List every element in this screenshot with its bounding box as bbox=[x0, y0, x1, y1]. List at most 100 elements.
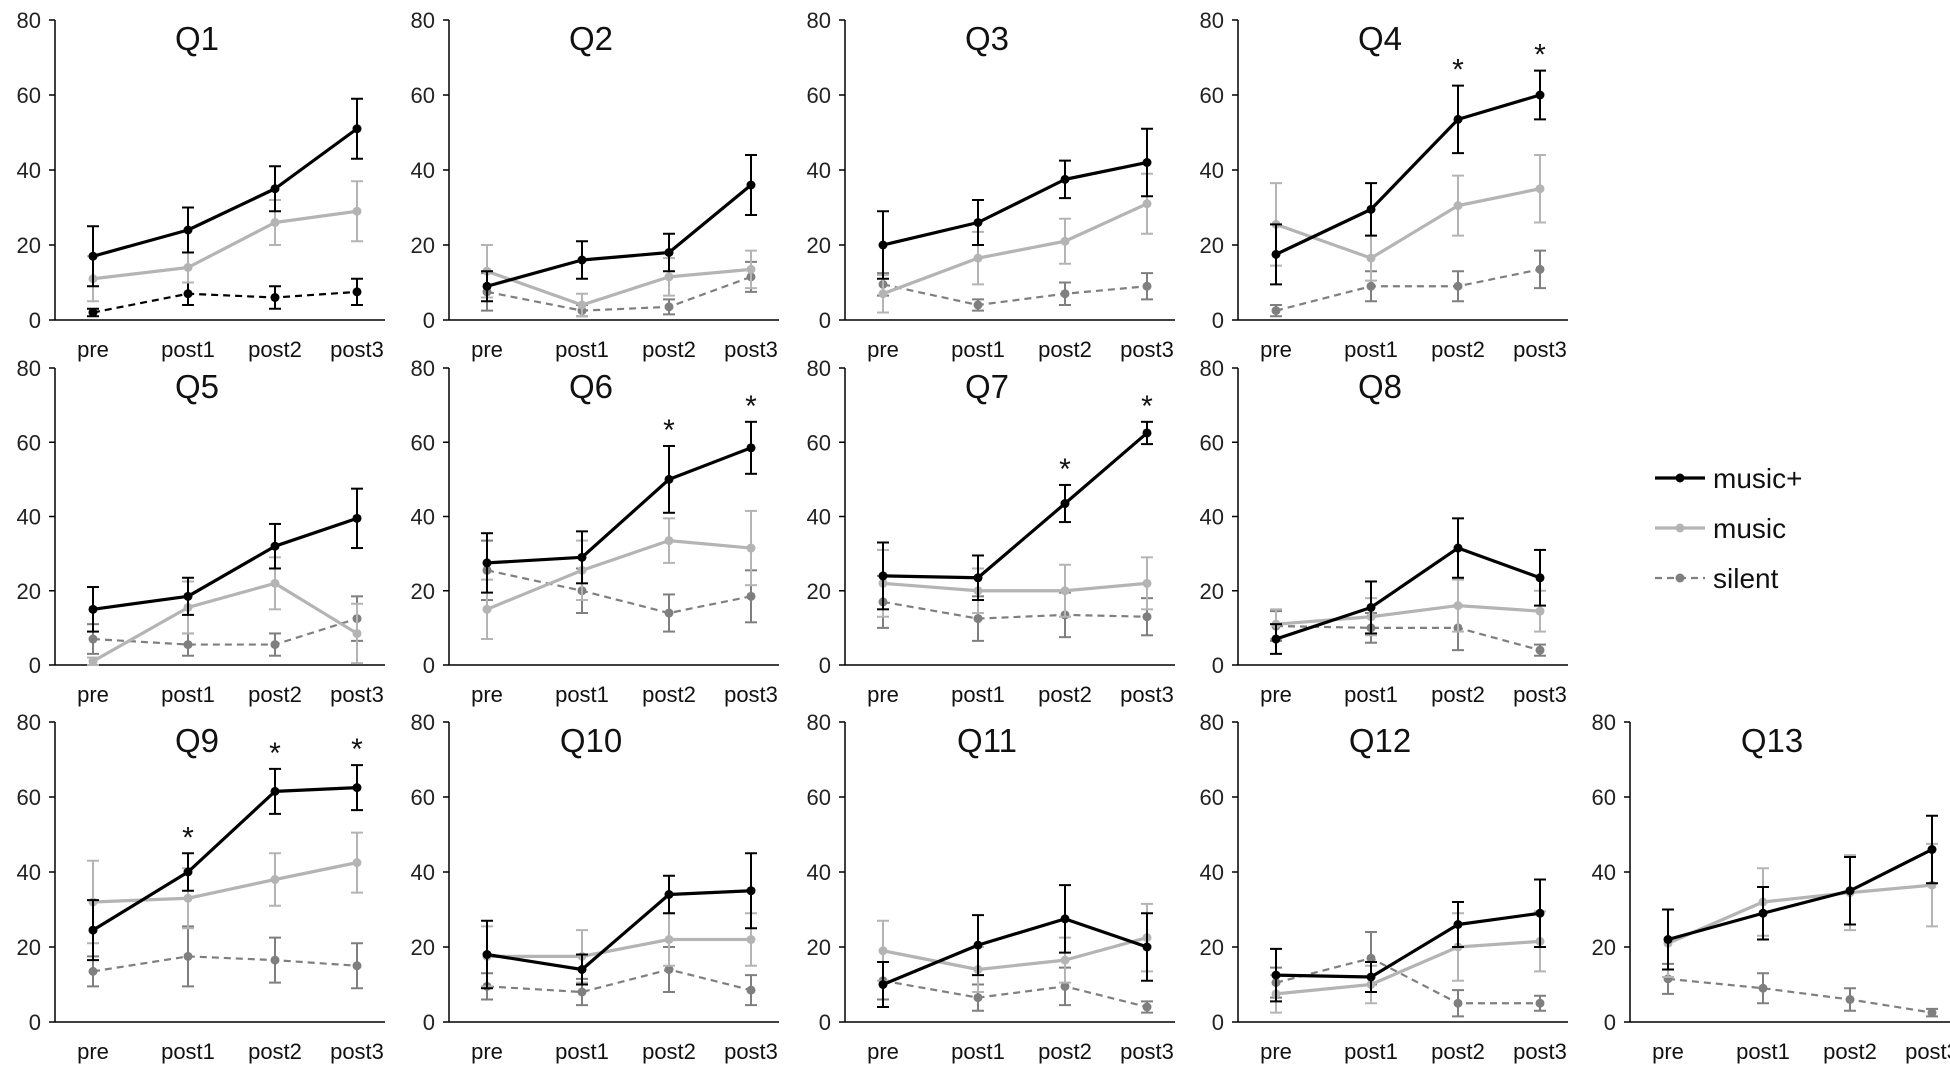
data-point bbox=[482, 950, 492, 959]
y-tick-label: 40 bbox=[411, 158, 435, 183]
data-point bbox=[482, 558, 492, 568]
x-tick-label: post2 bbox=[1431, 682, 1485, 707]
series-silent bbox=[1270, 249, 1546, 318]
y-tick-label: 20 bbox=[17, 579, 41, 604]
y-tick-label: 0 bbox=[1212, 1010, 1224, 1035]
y-tick-label: 20 bbox=[1592, 935, 1616, 960]
series-music bbox=[877, 902, 1153, 993]
panel-title: Q2 bbox=[569, 20, 613, 57]
significance-star: * bbox=[1534, 39, 1546, 72]
data-point bbox=[746, 591, 756, 601]
data-point bbox=[664, 248, 674, 257]
data-point bbox=[664, 608, 674, 618]
data-point bbox=[1535, 606, 1545, 616]
x-tick-label: post1 bbox=[951, 682, 1005, 707]
data-point bbox=[1060, 955, 1070, 965]
data-point bbox=[1271, 970, 1281, 980]
series-line bbox=[1275, 93, 1541, 256]
series-music-plus bbox=[1270, 69, 1546, 286]
data-point bbox=[270, 786, 280, 796]
data-point bbox=[270, 955, 280, 965]
y-tick-label: 40 bbox=[807, 860, 831, 885]
y-tick-label: 40 bbox=[807, 505, 831, 530]
series-line bbox=[1275, 603, 1541, 626]
series-music-plus bbox=[1270, 878, 1546, 1003]
legend-marker bbox=[1675, 523, 1685, 533]
y-tick-label: 20 bbox=[1200, 935, 1224, 960]
series-line bbox=[92, 516, 358, 611]
series-line bbox=[882, 600, 1148, 620]
y-tick-label: 40 bbox=[807, 158, 831, 183]
x-tick-label: post3 bbox=[1513, 682, 1567, 707]
series-line bbox=[1275, 187, 1541, 260]
series-music-plus bbox=[877, 420, 1153, 611]
panel-title: Q7 bbox=[965, 368, 1009, 405]
data-point bbox=[183, 591, 193, 601]
data-point bbox=[664, 965, 674, 974]
series-line bbox=[882, 936, 1148, 972]
series-music bbox=[1662, 842, 1938, 978]
data-point bbox=[973, 614, 983, 624]
data-point bbox=[270, 541, 280, 551]
y-tick-label: 20 bbox=[17, 233, 41, 258]
y-tick-label: 80 bbox=[1200, 356, 1224, 381]
panel-q5: 0 20 40 60 80 pre post1 post2 post3 Q5 bbox=[17, 356, 385, 707]
data-point bbox=[1271, 306, 1281, 316]
y-tick-label: 0 bbox=[29, 653, 41, 678]
data-point bbox=[1535, 90, 1545, 100]
data-point bbox=[352, 628, 362, 638]
significance-star: * bbox=[182, 821, 194, 854]
x-tick-label: post2 bbox=[1038, 1039, 1092, 1064]
data-point bbox=[1453, 114, 1463, 124]
data-point bbox=[1142, 158, 1152, 167]
data-point bbox=[746, 443, 756, 453]
y-tick-label: 80 bbox=[411, 8, 435, 33]
data-point bbox=[1453, 543, 1463, 553]
x-tick-label: post2 bbox=[248, 1039, 302, 1064]
series-line bbox=[486, 446, 752, 565]
data-point bbox=[1142, 578, 1152, 588]
panel-q2: 0 20 40 60 80 pre post1 post2 post3 Q2 bbox=[411, 8, 779, 362]
x-tick-label: post1 bbox=[1344, 337, 1398, 362]
x-tick-label: post2 bbox=[248, 337, 302, 362]
series-line bbox=[1275, 268, 1541, 312]
x-tick-label: post2 bbox=[642, 682, 696, 707]
series-line bbox=[486, 267, 752, 307]
data-point bbox=[270, 875, 280, 884]
panel-q4: 0 20 40 60 80 pre post1 post2 post3 Q4 * * bbox=[1200, 8, 1568, 362]
series-line bbox=[92, 209, 358, 281]
x-tick-label: post1 bbox=[161, 682, 215, 707]
data-point bbox=[1366, 602, 1376, 612]
y-tick-label: 80 bbox=[807, 710, 831, 735]
significance-star: * bbox=[1059, 453, 1071, 486]
data-point bbox=[973, 993, 983, 1003]
y-tick-label: 80 bbox=[807, 356, 831, 381]
series-music-plus bbox=[87, 487, 363, 633]
series-silent bbox=[1662, 962, 1938, 1018]
legend-label: music+ bbox=[1713, 463, 1802, 494]
series-music-plus bbox=[1662, 814, 1938, 971]
data-point bbox=[1060, 289, 1070, 299]
data-point bbox=[270, 578, 280, 588]
series-line bbox=[486, 183, 753, 288]
panel-title: Q4 bbox=[1358, 20, 1402, 57]
data-point bbox=[1060, 981, 1070, 991]
data-point bbox=[352, 961, 362, 971]
data-point bbox=[88, 966, 98, 976]
y-tick-label: 40 bbox=[17, 505, 41, 530]
x-tick-label: pre bbox=[471, 1039, 503, 1064]
data-point bbox=[1060, 499, 1070, 509]
data-point bbox=[746, 543, 756, 553]
y-tick-label: 60 bbox=[1200, 430, 1224, 455]
panel-q1: 0 20 40 60 80 pre post1 post2 post3 Q1 bbox=[17, 8, 385, 362]
x-tick-label: pre bbox=[1260, 337, 1292, 362]
panel-q9: 0 20 40 60 80 pre post1 post2 post3 Q9 * * * bbox=[17, 710, 385, 1064]
data-point bbox=[1927, 1008, 1937, 1018]
data-point bbox=[878, 571, 888, 581]
panel-q10: 0 20 40 60 80 pre post1 post2 post3 Q10 bbox=[411, 710, 779, 1064]
x-tick-label: post2 bbox=[1038, 337, 1092, 362]
y-tick-label: 20 bbox=[807, 579, 831, 604]
data-point bbox=[88, 308, 98, 317]
data-point bbox=[664, 890, 674, 899]
data-point bbox=[664, 272, 674, 282]
